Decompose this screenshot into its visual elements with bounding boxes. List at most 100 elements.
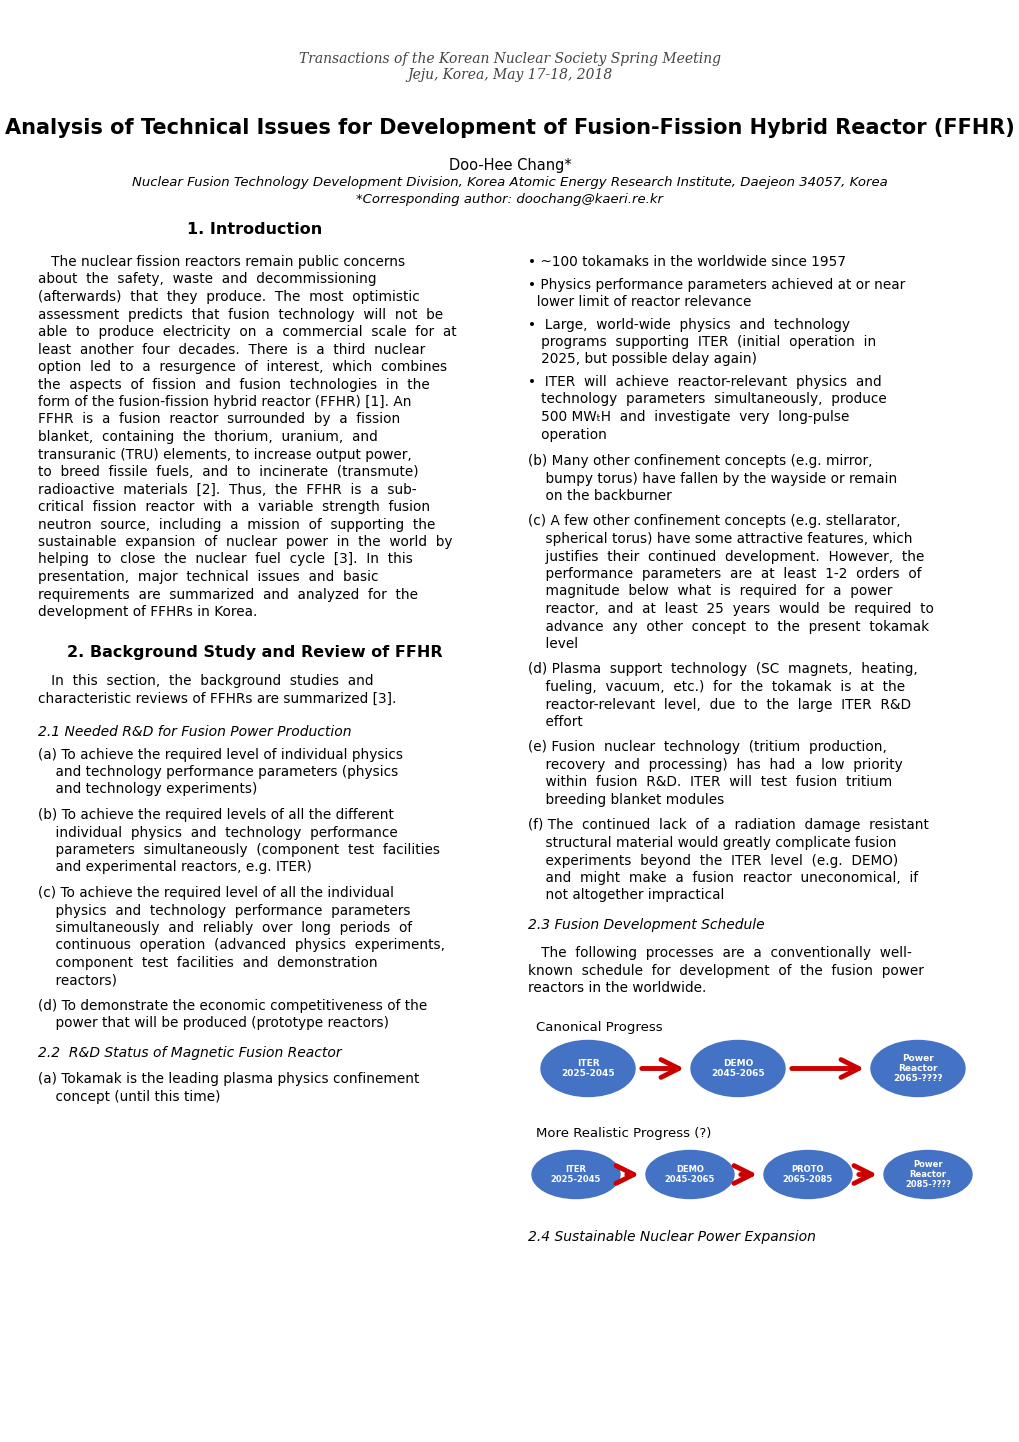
Text: option  led  to  a  resurgence  of  interest,  which  combines: option led to a resurgence of interest, … [38,360,446,373]
Text: about  the  safety,  waste  and  decommissioning: about the safety, waste and decommission… [38,273,376,287]
Text: Power
Reactor
2065-????: Power Reactor 2065-???? [893,1054,942,1083]
Text: component  test  facilities  and  demonstration: component test facilities and demonstrat… [38,956,377,970]
Text: development of FFHRs in Korea.: development of FFHRs in Korea. [38,606,257,619]
Text: In  this  section,  the  background  studies  and: In this section, the background studies … [38,675,373,688]
Text: parameters  simultaneously  (component  test  facilities: parameters simultaneously (component tes… [38,844,439,857]
Text: structural material would greatly complicate fusion: structural material would greatly compli… [528,836,896,849]
Text: ITER
2025-2045: ITER 2025-2045 [560,1058,614,1079]
Text: (b) To achieve the required levels of all the different: (b) To achieve the required levels of al… [38,808,393,822]
Text: (b) Many other confinement concepts (e.g. mirror,: (b) Many other confinement concepts (e.g… [528,454,871,469]
Text: programs  supporting  ITER  (initial  operation  in: programs supporting ITER (initial operat… [528,335,875,349]
Text: The nuclear fission reactors remain public concerns: The nuclear fission reactors remain publ… [38,255,405,270]
Text: simultaneously  and  reliably  over  long  periods  of: simultaneously and reliably over long pe… [38,921,412,934]
Text: recovery  and  processing)  has  had  a  low  priority: recovery and processing) has had a low p… [528,758,902,771]
Text: neutron  source,  including  a  mission  of  supporting  the: neutron source, including a mission of s… [38,518,435,532]
Text: physics  and  technology  performance  parameters: physics and technology performance param… [38,904,410,917]
Text: effort: effort [528,715,582,730]
Text: fueling,  vacuum,  etc.)  for  the  tokamak  is  at  the: fueling, vacuum, etc.) for the tokamak i… [528,681,904,694]
Text: bumpy torus) have fallen by the wayside or remain: bumpy torus) have fallen by the wayside … [528,472,897,486]
Text: able  to  produce  electricity  on  a  commercial  scale  for  at: able to produce electricity on a commerc… [38,324,457,339]
Text: reactors in the worldwide.: reactors in the worldwide. [528,981,706,995]
Text: transuranic (TRU) elements, to increase output power,: transuranic (TRU) elements, to increase … [38,447,412,461]
Text: reactor-relevant  level,  due  to  the  large  ITER  R&D: reactor-relevant level, due to the large… [528,698,910,711]
Ellipse shape [690,1041,785,1096]
Text: Transactions of the Korean Nuclear Society Spring Meeting: Transactions of the Korean Nuclear Socie… [299,52,720,66]
Text: technology  parameters  simultaneously,  produce: technology parameters simultaneously, pr… [528,392,886,407]
Text: 1. Introduction: 1. Introduction [187,222,322,236]
Text: magnitude  below  what  is  required  for  a  power: magnitude below what is required for a p… [528,584,892,598]
Text: (d) To demonstrate the economic competitiveness of the: (d) To demonstrate the economic competit… [38,999,427,1012]
Text: form of the fusion-fission hybrid reactor (FFHR) [1]. An: form of the fusion-fission hybrid reacto… [38,395,411,410]
Text: • Physics performance parameters achieved at or near: • Physics performance parameters achieve… [528,277,905,291]
Text: presentation,  major  technical  issues  and  basic: presentation, major technical issues and… [38,570,378,584]
Text: concept (until this time): concept (until this time) [38,1090,220,1103]
Text: •  Large,  world-wide  physics  and  technology: • Large, world-wide physics and technolo… [528,317,849,332]
Text: 500 MWₜH  and  investigate  very  long-pulse: 500 MWₜH and investigate very long-pulse [528,410,849,424]
Text: justifies  their  continued  development.  However,  the: justifies their continued development. H… [528,549,923,564]
Text: performance  parameters  are  at  least  1-2  orders  of: performance parameters are at least 1-2 … [528,567,920,581]
Text: operation: operation [528,427,606,441]
Text: Jeju, Korea, May 17-18, 2018: Jeju, Korea, May 17-18, 2018 [407,68,612,82]
Text: (c) To achieve the required level of all the individual: (c) To achieve the required level of all… [38,885,393,900]
Text: Analysis of Technical Issues for Development of Fusion-Fission Hybrid Reactor (F: Analysis of Technical Issues for Develop… [5,118,1014,138]
Text: Power
Reactor
2085-????: Power Reactor 2085-???? [904,1159,950,1190]
Text: The  following  processes  are  a  conventionally  well-: The following processes are a convention… [528,946,911,960]
Text: FFHR  is  a  fusion  reactor  surrounded  by  a  fission: FFHR is a fusion reactor surrounded by a… [38,412,399,427]
Text: assessment  predicts  that  fusion  technology  will  not  be: assessment predicts that fusion technolo… [38,307,442,322]
Text: to  breed  fissile  fuels,  and  to  incinerate  (transmute): to breed fissile fuels, and to incinerat… [38,464,418,479]
Text: DEMO
2045-2065: DEMO 2045-2065 [664,1165,714,1184]
Text: within  fusion  R&D.  ITER  will  test  fusion  tritium: within fusion R&D. ITER will test fusion… [528,776,892,790]
Text: • ~100 tokamaks in the worldwide since 1957: • ~100 tokamaks in the worldwide since 1… [528,255,845,270]
Text: reactors): reactors) [38,973,117,988]
Text: 2.3 Fusion Development Schedule: 2.3 Fusion Development Schedule [528,919,764,932]
Text: the  aspects  of  fission  and  fusion  technologies  in  the: the aspects of fission and fusion techno… [38,378,429,391]
Text: spherical torus) have some attractive features, which: spherical torus) have some attractive fe… [528,532,912,547]
Text: 2. Background Study and Review of FFHR: 2. Background Study and Review of FFHR [67,645,442,659]
Text: individual  physics  and  technology  performance: individual physics and technology perfor… [38,825,397,839]
Text: (afterwards)  that  they  produce.  The  most  optimistic: (afterwards) that they produce. The most… [38,290,420,304]
Text: (e) Fusion  nuclear  technology  (tritium  production,: (e) Fusion nuclear technology (tritium p… [528,741,886,754]
Text: reactor,  and  at  least  25  years  would  be  required  to: reactor, and at least 25 years would be … [528,601,933,616]
Ellipse shape [883,1151,971,1198]
Text: power that will be produced (prototype reactors): power that will be produced (prototype r… [38,1017,388,1031]
Text: requirements  are  summarized  and  analyzed  for  the: requirements are summarized and analyzed… [38,587,418,601]
Text: DEMO
2045-2065: DEMO 2045-2065 [710,1058,764,1079]
Text: (c) A few other confinement concepts (e.g. stellarator,: (c) A few other confinement concepts (e.… [528,515,900,529]
Text: level: level [528,637,578,650]
Text: PROTO
2065-2085: PROTO 2065-2085 [783,1165,833,1184]
Text: (d) Plasma  support  technology  (SC  magnets,  heating,: (d) Plasma support technology (SC magnet… [528,662,917,676]
Text: More Realistic Progress (?): More Realistic Progress (?) [535,1126,710,1139]
Text: not altogether impractical: not altogether impractical [528,888,723,903]
Text: *Corresponding author: doochang@kaeri.re.kr: *Corresponding author: doochang@kaeri.re… [357,193,662,206]
Text: and experimental reactors, e.g. ITER): and experimental reactors, e.g. ITER) [38,861,312,874]
Text: and technology performance parameters (physics: and technology performance parameters (p… [38,766,397,779]
Text: 2.2  R&D Status of Magnetic Fusion Reactor: 2.2 R&D Status of Magnetic Fusion Reacto… [38,1045,341,1060]
Text: known  schedule  for  development  of  the  fusion  power: known schedule for development of the fu… [528,963,923,978]
Text: Canonical Progress: Canonical Progress [535,1021,662,1034]
Text: least  another  four  decades.  There  is  a  third  nuclear: least another four decades. There is a t… [38,343,425,356]
Text: continuous  operation  (advanced  physics  experiments,: continuous operation (advanced physics e… [38,939,444,953]
Text: helping  to  close  the  nuclear  fuel  cycle  [3].  In  this: helping to close the nuclear fuel cycle … [38,552,413,567]
Text: 2.4 Sustainable Nuclear Power Expansion: 2.4 Sustainable Nuclear Power Expansion [528,1230,815,1244]
Text: on the backburner: on the backburner [528,489,672,503]
Ellipse shape [645,1151,734,1198]
Text: 2.1 Needed R&D for Fusion Power Production: 2.1 Needed R&D for Fusion Power Producti… [38,725,352,740]
Text: (f) The  continued  lack  of  a  radiation  damage  resistant: (f) The continued lack of a radiation da… [528,819,928,832]
Text: blanket,  containing  the  thorium,  uranium,  and: blanket, containing the thorium, uranium… [38,430,377,444]
Text: and  might  make  a  fusion  reactor  uneconomical,  if: and might make a fusion reactor uneconom… [528,871,917,885]
Ellipse shape [540,1041,635,1096]
Text: critical  fission  reactor  with  a  variable  strength  fusion: critical fission reactor with a variable… [38,500,430,513]
Text: Nuclear Fusion Technology Development Division, Korea Atomic Energy Research Ins: Nuclear Fusion Technology Development Di… [132,176,887,189]
Text: advance  any  other  concept  to  the  present  tokamak: advance any other concept to the present… [528,620,928,633]
Text: experiments  beyond  the  ITER  level  (e.g.  DEMO): experiments beyond the ITER level (e.g. … [528,854,898,868]
Text: lower limit of reactor relevance: lower limit of reactor relevance [528,296,751,309]
Text: (a) Tokamak is the leading plasma physics confinement: (a) Tokamak is the leading plasma physic… [38,1071,419,1086]
Ellipse shape [763,1151,851,1198]
Text: 2025, but possible delay again): 2025, but possible delay again) [528,352,756,366]
Text: •  ITER  will  achieve  reactor-relevant  physics  and: • ITER will achieve reactor-relevant phy… [528,375,880,389]
Text: ITER
2025-2045: ITER 2025-2045 [550,1165,600,1184]
Text: breeding blanket modules: breeding blanket modules [528,793,723,808]
Text: (a) To achieve the required level of individual physics: (a) To achieve the required level of ind… [38,747,403,761]
Ellipse shape [870,1041,964,1096]
Text: characteristic reviews of FFHRs are summarized [3].: characteristic reviews of FFHRs are summ… [38,692,396,707]
